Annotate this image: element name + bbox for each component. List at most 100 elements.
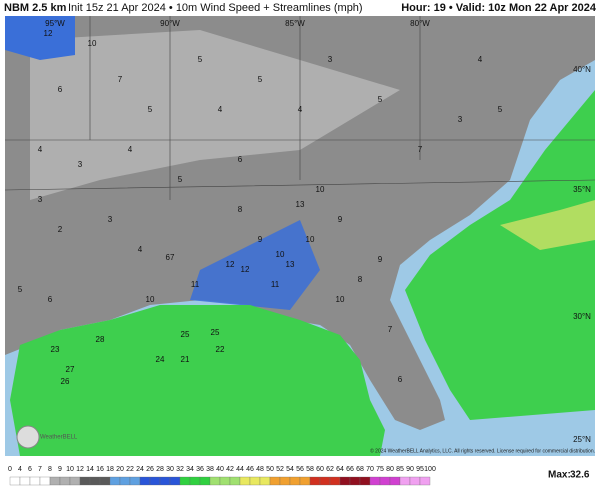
wind-label: 6	[58, 85, 63, 94]
colorbar-segment	[329, 476, 341, 486]
colorbar-segment	[69, 476, 81, 486]
colorbar-tick-label: 85	[396, 466, 404, 473]
wind-label: 4	[298, 105, 303, 114]
colorbar-tick-label: 8	[48, 466, 52, 473]
colorbar-segment	[269, 476, 281, 486]
wind-label: 4	[128, 145, 133, 154]
colorbar-segment	[349, 476, 361, 486]
colorbar-tick-label: 52	[276, 466, 284, 473]
wind-label: 6	[48, 295, 53, 304]
max-label: Max:	[548, 470, 571, 481]
wind-label: 28	[96, 335, 105, 344]
coordinate-label: 40°N	[573, 65, 591, 74]
high-wind-area	[5, 16, 75, 60]
colorbar-tick-label: 36	[196, 466, 204, 473]
high-wind-area	[190, 220, 320, 310]
colorbar-tick-label: 40	[216, 466, 224, 473]
colorbar-tick-label: 28	[156, 466, 164, 473]
colorbar-segment	[219, 476, 231, 486]
description: Init 15z 21 Apr 2024 • 10m Wind Speed + …	[68, 2, 363, 14]
wind-label: 27	[66, 365, 75, 374]
wind-label: 5	[178, 175, 183, 184]
coordinate-label: 35°N	[573, 185, 591, 194]
wind-label: 8	[358, 275, 363, 284]
wind-label: 10	[316, 185, 325, 194]
coordinate-label: 30°N	[573, 312, 591, 321]
wind-label: 3	[78, 160, 83, 169]
colorbar-segment	[39, 476, 51, 486]
colorbar-tick-label: 20	[116, 466, 124, 473]
wind-label: 24	[156, 355, 165, 364]
wind-label: 3	[328, 55, 333, 64]
logo: WeatherBELL	[40, 435, 78, 441]
wind-label: 12	[226, 260, 235, 269]
strong-wind	[500, 200, 595, 250]
colorbar-segment	[369, 476, 381, 486]
credit: © 2024 WeatherBELL Analytics, LLC. All r…	[370, 447, 595, 454]
coordinate-label: 80°W	[410, 19, 430, 28]
colorbar-segment	[419, 476, 431, 486]
wind-label: 23	[51, 345, 60, 354]
colorbar-tick-label: 26	[146, 466, 154, 473]
wind-label: 22	[216, 345, 225, 354]
wind-label: 7	[118, 75, 123, 84]
colorbar-segment	[139, 476, 151, 486]
logo-mark	[16, 425, 40, 449]
colorbar-tick-label: 0	[8, 466, 12, 473]
colorbar-tick-label: 50	[266, 466, 274, 473]
colorbar-segment	[79, 476, 91, 486]
colorbar-tick-label: 56	[296, 466, 304, 473]
colorbar-segment	[199, 476, 211, 486]
colorbar-segment	[89, 476, 101, 486]
wind-label: 8	[238, 205, 243, 214]
colorbar-tick-label: 16	[96, 466, 104, 473]
coordinate-label: 85°W	[285, 19, 305, 28]
wind-label: 12	[241, 265, 250, 274]
colorbar-segment	[99, 476, 111, 486]
colorbar-tick-label: 95	[416, 466, 424, 473]
wind-label: 25	[181, 330, 190, 339]
wind-label: 13	[286, 260, 295, 269]
colorbar-segment	[299, 476, 311, 486]
atlantic-wind	[405, 90, 595, 420]
colorbar-segment	[339, 476, 351, 486]
wind-label: 12	[44, 29, 53, 38]
coordinate-label: 25°N	[573, 435, 591, 444]
colorbar-segment	[129, 476, 141, 486]
wind-label: 5	[148, 105, 153, 114]
colorbar-tick-label: 75	[376, 466, 384, 473]
wind-label: 10	[88, 39, 97, 48]
colorbar-segment	[239, 476, 251, 486]
colorbar-segment	[159, 476, 171, 486]
colorbar-segment	[379, 476, 391, 486]
colorbar-tick-label: 34	[186, 466, 194, 473]
coordinate-label: 95°W	[45, 19, 65, 28]
colorbar-tick-label: 90	[406, 466, 414, 473]
wind-label: 10	[276, 250, 285, 259]
wind-label: 9	[258, 235, 263, 244]
colorbar-segment	[309, 476, 321, 486]
wind-label: 2	[58, 225, 63, 234]
wind-label: 6	[398, 375, 403, 384]
colorbar-tick-label: 100	[424, 466, 436, 473]
colorbar-tick-label: 4	[18, 466, 22, 473]
wind-label: 9	[378, 255, 383, 264]
colorbar-segment	[189, 476, 201, 486]
wind-label: 7	[388, 325, 393, 334]
colorbar-segment	[209, 476, 221, 486]
colorbar-segment	[109, 476, 121, 486]
colorbar-tick-label: 48	[256, 466, 264, 473]
coordinate-label: 90°W	[160, 19, 180, 28]
colorbar-tick-label: 58	[306, 466, 314, 473]
wind-label: 3	[38, 195, 43, 204]
wind-label: 7	[418, 145, 423, 154]
colorbar-segment	[359, 476, 371, 486]
colorbar-tick-label: 30	[166, 466, 174, 473]
colorbar-tick-label: 6	[28, 466, 32, 473]
colorbar-tick-label: 64	[336, 466, 344, 473]
wind-label: 10	[336, 295, 345, 304]
colorbar-segment	[149, 476, 161, 486]
wind-label: 11	[191, 280, 200, 289]
colorbar-tick-label: 80	[386, 466, 394, 473]
